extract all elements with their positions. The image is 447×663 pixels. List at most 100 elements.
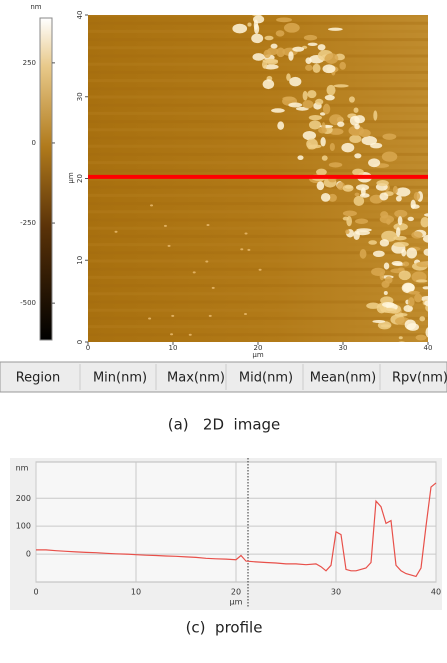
grain [354,192,360,197]
grain [270,43,278,49]
grain [329,142,335,152]
grain [339,61,346,70]
grain [276,7,281,12]
grain [395,195,402,202]
grain [398,341,406,342]
grain [283,22,300,33]
grain [251,33,264,44]
grain [303,34,318,41]
grain [431,310,442,318]
grain [262,79,275,90]
grain [380,324,391,328]
y-tick-label: 30 [76,92,84,101]
grain [354,153,362,159]
grain [247,248,251,251]
grain [423,248,428,256]
grain [443,301,447,306]
grain [286,5,301,13]
grain [322,64,336,74]
grain [423,213,428,217]
grain [379,271,385,281]
x-tick-label: 20 [254,344,263,352]
grain [349,134,362,144]
caption: (a) 2D image [168,416,281,434]
grain [307,90,317,99]
grain [381,151,398,162]
colorbar-label: nm [30,3,41,11]
afm-texture [88,0,447,342]
grain [386,218,391,225]
grain [277,121,285,130]
grain [302,90,308,101]
grain [342,216,350,221]
grain [171,314,175,317]
x-tick-label: 10 [169,344,178,352]
colorbar-tick-label: -250 [20,219,36,227]
grain [361,135,378,146]
grain [345,229,350,235]
grain [440,286,447,297]
grain [354,115,366,124]
grain [398,336,403,340]
y-tick-label: 0 [76,340,84,344]
grain [275,30,285,37]
grain [321,155,328,161]
grain [381,230,397,242]
colorbar-tick-label: 0 [32,139,36,147]
x-tick-label: 40 [431,588,441,597]
grain [244,313,248,316]
grain [267,2,272,7]
grain [333,84,349,88]
grain [429,295,438,299]
grain [308,120,322,130]
grain [276,17,293,23]
grain [324,53,339,64]
colorbar-tick-label: 250 [23,59,36,67]
x-tick-label: 10 [131,588,141,597]
grain [413,191,421,201]
profile-curve [36,482,437,578]
grain [251,0,256,3]
grain [416,261,428,268]
grain [354,123,360,130]
grain [425,327,428,338]
grain [410,199,416,210]
grain [232,23,248,34]
grain [312,63,321,73]
grain [394,209,408,218]
grain [437,323,447,333]
grain [379,239,390,247]
grain [352,168,364,176]
grain [337,121,345,127]
grain [188,333,192,336]
grain [370,142,383,149]
grain [206,224,210,227]
grain [376,180,389,187]
grain [372,250,385,258]
grain [353,230,360,240]
grain [383,262,390,270]
grain [433,299,445,304]
y-axis-label: µm [67,172,75,183]
grain [297,155,304,161]
table-header [0,361,447,393]
grain [368,158,381,168]
grain [302,100,314,109]
grain [392,185,398,194]
grain [443,283,447,288]
grain [402,283,415,293]
grain [240,248,244,251]
grain [254,23,260,34]
grain [211,286,215,289]
grain [349,96,355,103]
table-header-cell: Max(nm) [167,371,225,386]
grain [163,224,167,227]
grain [288,102,303,108]
grain [263,49,271,59]
grain [326,84,336,96]
grain [312,0,325,6]
grain [264,35,274,41]
grain [402,261,410,267]
grain [411,231,423,239]
